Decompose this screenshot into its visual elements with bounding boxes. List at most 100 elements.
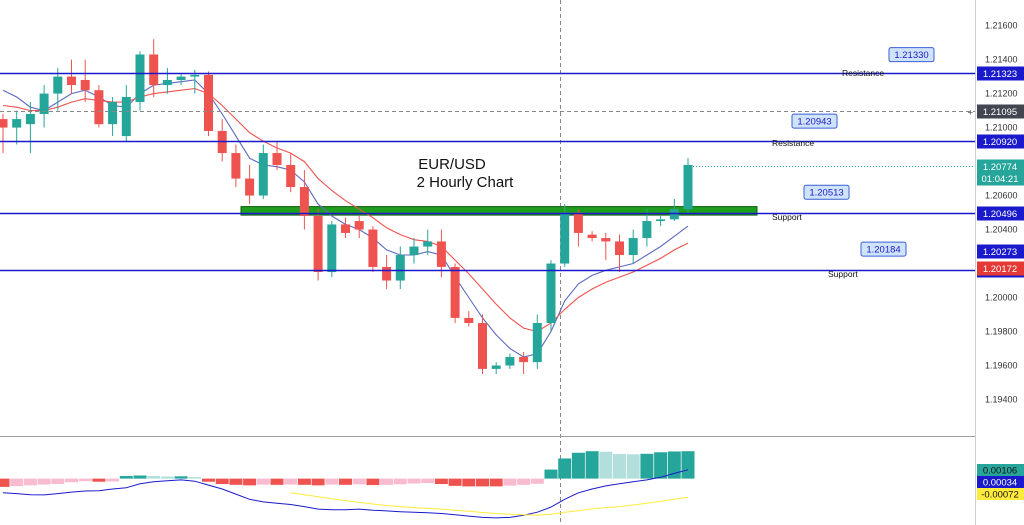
candle-body: [80, 79, 90, 91]
candle-body: [354, 221, 364, 230]
candle-body: [628, 238, 638, 256]
candle-body: [341, 224, 350, 233]
candle: [245, 164, 255, 205]
macd-histogram-bar: [78, 478, 92, 482]
macd-histogram-bar: [65, 478, 78, 483]
candle: [642, 209, 652, 247]
candle: [162, 68, 172, 94]
candle-body: [519, 357, 529, 363]
macd-histogram-bar: [311, 478, 325, 486]
level-annotation-text: Support: [772, 212, 802, 222]
macd-pane: [0, 451, 695, 519]
macd-histogram-bar: [106, 478, 120, 482]
candle-body: [683, 164, 693, 210]
price-axis-labels: 1.213231.209201.204961.201611.210951.207…: [977, 66, 1024, 278]
level-callouts: 1.21330 Resistance 1.20943 Resistance 1.2051…: [772, 47, 935, 279]
macd-histogram-bar: [147, 476, 161, 479]
candle-body: [395, 255, 405, 281]
candle: [478, 314, 487, 375]
candle-body: [272, 153, 282, 165]
candle: [436, 229, 446, 278]
support-zone: [240, 206, 758, 216]
candle-body: [491, 365, 501, 369]
candle-body: [656, 219, 666, 222]
candle-body: [587, 234, 597, 239]
last-price-label-text: 1.20774: [983, 162, 1017, 173]
level-callout: 1.20943: [791, 113, 838, 129]
macd-histogram-bar: [434, 478, 448, 485]
macd-axis-label-bg: [977, 476, 1024, 488]
macd-histogram-bar: [503, 478, 517, 486]
candle: [519, 351, 529, 375]
candle-body: [204, 74, 213, 131]
macd-histogram-bar: [188, 477, 202, 479]
candle: [204, 71, 213, 137]
macd-histogram-bar: [517, 478, 531, 485]
candle: [12, 110, 22, 145]
candle: [409, 238, 419, 264]
macd-histogram-bar: [256, 478, 270, 485]
macd-histogram-bar: [160, 476, 174, 479]
indicator-axis-label-bg: [977, 244, 1024, 259]
macd-lines: [2, 469, 689, 519]
candle: [628, 229, 638, 264]
crosshair-price-label-bg: [977, 104, 1024, 119]
level-callout-box: [803, 184, 850, 200]
level-callout-box: [888, 47, 935, 63]
level-callout: 1.20184: [860, 241, 907, 257]
level-callout-text: 1.20513: [809, 188, 843, 199]
macd-histogram-bar: [325, 478, 339, 485]
macd-histogram-bar: [448, 478, 462, 486]
candle: [573, 209, 583, 247]
macd-histogram-bar: [23, 478, 37, 486]
candle: [25, 102, 35, 154]
candle-body: [642, 221, 652, 239]
candle-body: [94, 90, 104, 125]
candle: [53, 68, 63, 111]
candle: [423, 229, 433, 256]
candle-body: [450, 266, 460, 318]
candle: [286, 153, 296, 193]
level-axis-label-text: 1.21323: [983, 69, 1017, 80]
macd-histogram-bar: [613, 454, 626, 479]
candle-body: [149, 54, 159, 86]
level-axis-label-bg: [977, 206, 1024, 221]
title-line-1: EUR/USD: [418, 156, 486, 173]
level-annotation-text: Resistance: [842, 68, 884, 78]
price-tick-label: 1.20000: [985, 293, 1018, 303]
macd-histogram-bar: [407, 478, 421, 484]
macd-axis-label-bg: [977, 488, 1024, 500]
macd-axis-label: 0.00034: [977, 476, 1024, 489]
candle-body: [601, 238, 611, 242]
candle: [354, 215, 364, 239]
candle-body: [313, 215, 323, 273]
candle-body: [121, 96, 131, 137]
level-axis-label: 1.20496: [977, 206, 1024, 221]
candle-body: [53, 76, 63, 94]
level-callout-text: 1.20184: [866, 245, 900, 256]
level-annotation-text: Resistance: [772, 138, 814, 148]
crosshair-price-label-text: 1.21095: [983, 107, 1017, 118]
macd-histogram: [0, 451, 695, 487]
macd-histogram-bar: [243, 478, 257, 486]
candle-body: [327, 224, 337, 273]
candle: [656, 215, 666, 227]
chart-title: EUR/USD 2 Hourly Chart: [417, 156, 515, 191]
macd-histogram-bar: [92, 478, 106, 482]
candle-body: [532, 323, 542, 363]
candle: [341, 217, 350, 239]
candle-body: [39, 93, 49, 114]
macd-histogram-bar: [640, 453, 654, 479]
price-axis[interactable]: 1.21600 1.21400 1.21200 1.21000 1.20600 1.204…: [975, 0, 1024, 525]
macd-histogram-bar: [544, 469, 558, 479]
candle: [272, 141, 282, 171]
candle: [149, 39, 159, 97]
price-tick-label: 1.20600: [985, 191, 1018, 201]
macd-histogram-bar: [421, 478, 435, 484]
level-callout-box: [860, 241, 907, 257]
crosshair-plus-icon: +: [967, 108, 973, 119]
macd-signal-line: [290, 492, 689, 516]
level-axis-label-text: 1.20496: [983, 209, 1017, 220]
macd-histogram-bar: [599, 451, 613, 479]
macd-histogram-bar: [284, 478, 298, 485]
